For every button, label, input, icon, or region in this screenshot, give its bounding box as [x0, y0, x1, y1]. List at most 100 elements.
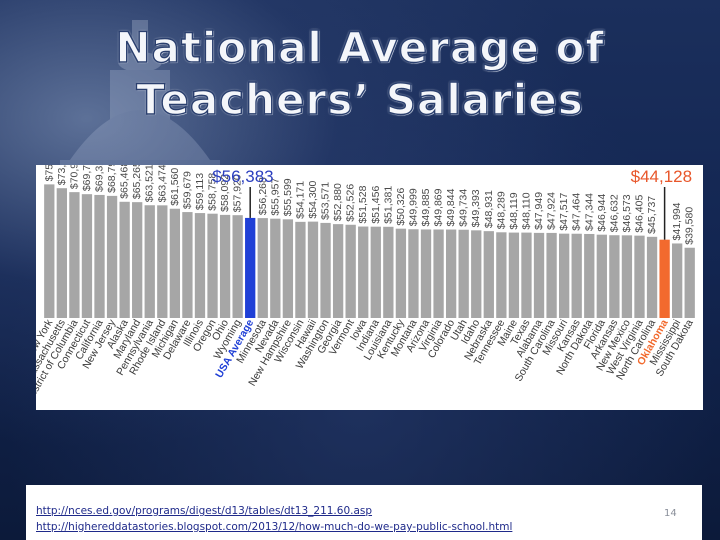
- bar-usa-average: [245, 217, 256, 318]
- bar-kansas: [571, 233, 582, 318]
- value-label-connecticut: $69,766: [81, 165, 93, 191]
- bar-massachusetts: [56, 188, 67, 318]
- bar-south-carolina: [546, 232, 557, 318]
- callout-label-oklahoma: $44,128: [631, 167, 692, 186]
- bar-wisconsin: [295, 221, 306, 318]
- value-label-massachusetts: $73,129: [56, 165, 68, 185]
- value-label-idaho: $49,393: [470, 189, 482, 227]
- value-label-nevada: $55,957: [269, 178, 281, 216]
- bar-kentucky: [395, 228, 407, 318]
- value-label-colorado: $49,844: [445, 188, 457, 226]
- bar-new-hampshire: [282, 219, 294, 318]
- bar-arkansas: [609, 235, 620, 318]
- bar-florida: [596, 234, 607, 318]
- bar-wyoming: [232, 215, 243, 318]
- bar-oklahoma: [659, 239, 670, 318]
- value-label-new-jersey: $68,797: [106, 165, 118, 193]
- bar-iowa: [358, 226, 369, 318]
- value-label-vermont: $52,526: [345, 184, 357, 222]
- value-label-new-hampshire: $55,599: [282, 178, 294, 216]
- bar-pennsylvania: [144, 205, 155, 318]
- bar-indiana: [370, 226, 381, 318]
- bar-maine: [508, 232, 520, 318]
- bar-idaho: [471, 230, 482, 318]
- value-label-florida: $46,944: [596, 194, 608, 232]
- bar-north-carolina: [646, 236, 658, 318]
- value-label-north-dakota: $47,344: [583, 193, 595, 231]
- bar-washington: [320, 222, 331, 318]
- slide-title-line1: National Average of: [115, 22, 605, 72]
- value-label-wyoming: $57,920: [232, 174, 244, 212]
- slide-title-line2: Teachers’ Salaries: [136, 74, 584, 124]
- value-label-south-dakota: $39,580: [684, 207, 696, 245]
- value-label-alabama: $47,949: [533, 192, 545, 230]
- bar-louisiana: [383, 226, 394, 318]
- value-label-nebraska: $48,931: [483, 190, 495, 228]
- value-label-texas: $48,110: [520, 192, 532, 229]
- bar-ohio: [219, 214, 231, 318]
- value-label-hawaii: $54,300: [307, 181, 319, 219]
- page-number: 14: [664, 508, 677, 519]
- value-label-michigan: $61,560: [169, 168, 181, 206]
- value-label-oregon: $58,758: [207, 173, 219, 211]
- bar-new-jersey: [106, 195, 118, 318]
- bar-alabama: [533, 232, 545, 318]
- bar-north-dakota: [584, 233, 595, 318]
- value-label-mississippi: $41,994: [671, 202, 683, 240]
- bar-new-mexico: [621, 235, 633, 318]
- bar-new-york: [44, 184, 55, 318]
- bar-colorado: [445, 229, 457, 318]
- value-label-maryland: $65,265: [131, 165, 143, 199]
- bar-alaska: [119, 201, 130, 318]
- callout-label-usa-average: $56,383: [212, 167, 273, 186]
- value-label-tennessee: $48,289: [495, 191, 507, 229]
- value-label-rhode-island: $63,474: [156, 165, 168, 202]
- bar-missouri: [559, 233, 570, 318]
- bar-nevada: [270, 218, 281, 318]
- bar-mississippi: [672, 243, 683, 318]
- value-label-indiana: $51,456: [370, 186, 382, 224]
- bar-connecticut: [81, 194, 93, 318]
- bar-oregon: [207, 213, 218, 318]
- bar-montana: [408, 229, 419, 318]
- value-label-arizona: $49,885: [420, 188, 432, 226]
- source-link-nces[interactable]: http://nces.ed.gov/programs/digest/d13/t…: [36, 505, 373, 517]
- salary-bar-chart: $75,279New York$73,129Massachusetts$70,9…: [36, 165, 696, 402]
- value-label-wisconsin: $54,171: [294, 181, 306, 219]
- value-label-georgia: $52,880: [332, 183, 344, 221]
- value-label-delaware: $59,679: [181, 171, 193, 209]
- bar-virginia: [433, 229, 444, 318]
- bar-georgia: [332, 224, 344, 318]
- value-label-north-carolina: $45,737: [646, 196, 658, 234]
- bar-rhode-island: [157, 205, 168, 318]
- value-label-new-york: $75,279: [43, 165, 55, 181]
- bar-michigan: [169, 208, 181, 318]
- value-label-minnesota: $56,268: [257, 177, 269, 215]
- bar-texas: [521, 232, 532, 318]
- bar-tennessee: [496, 232, 507, 318]
- value-label-district-of-columbia: $70,906: [68, 165, 80, 189]
- bar-arizona: [420, 229, 432, 318]
- value-label-west-virginia: $46,405: [633, 195, 645, 233]
- bar-minnesota: [257, 218, 268, 318]
- bar-utah: [458, 229, 469, 318]
- bar-west-virginia: [634, 235, 645, 318]
- bar-illinois: [194, 213, 206, 318]
- value-label-kentucky: $50,326: [395, 188, 407, 226]
- source-link-blog[interactable]: http://highereddatastories.blogspot.com/…: [36, 521, 513, 533]
- bar-hawaii: [307, 221, 319, 318]
- bar-vermont: [345, 224, 356, 318]
- value-label-maine: $48,119: [508, 192, 520, 229]
- value-label-california: $69,324: [94, 165, 106, 192]
- bar-california: [94, 194, 105, 318]
- value-label-illinois: $59,113: [194, 173, 206, 210]
- value-label-montana: $49,999: [407, 188, 419, 226]
- footer-panel: [26, 485, 702, 540]
- bar-nebraska: [483, 231, 494, 318]
- value-label-south-carolina: $47,924: [546, 192, 558, 230]
- bar-south-dakota: [684, 247, 695, 318]
- value-label-missouri: $47,517: [558, 193, 570, 231]
- value-label-alaska: $65,468: [119, 165, 131, 199]
- value-label-ohio: $58,092: [219, 174, 231, 212]
- value-label-virginia: $49,869: [433, 188, 445, 226]
